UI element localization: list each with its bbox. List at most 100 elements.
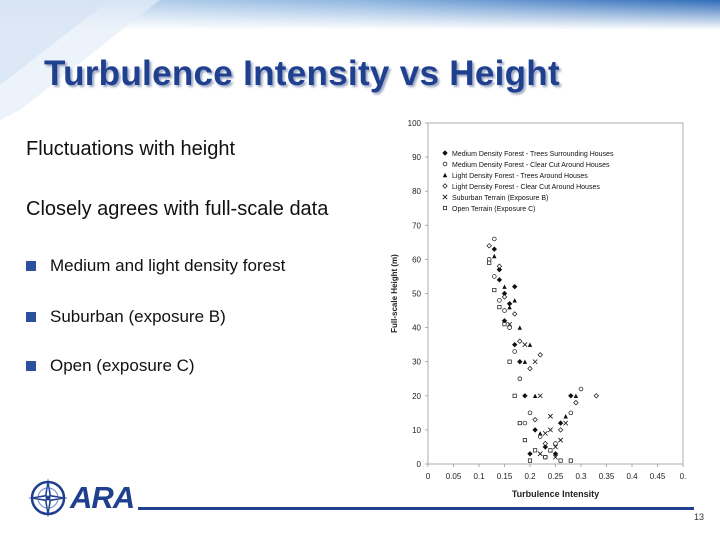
data-point xyxy=(507,359,512,364)
data-point xyxy=(563,414,568,419)
x-tick-label: 0.35 xyxy=(599,472,615,481)
data-point xyxy=(492,253,497,259)
data-point xyxy=(553,444,558,450)
data-point xyxy=(527,458,533,463)
data-point xyxy=(491,246,497,252)
x-tick-label: 0.4 xyxy=(626,472,638,481)
x-tick-label: 0.45 xyxy=(650,472,666,481)
data-point xyxy=(486,243,492,249)
body-line-2: Closely agrees with full-scale data xyxy=(26,198,329,220)
data-point xyxy=(558,458,563,463)
data-point xyxy=(537,393,543,399)
bullet-square-icon xyxy=(26,312,36,322)
data-point xyxy=(507,304,512,310)
legend-entry: Open Terrain (Exposure C) xyxy=(452,206,536,213)
footer-divider xyxy=(138,507,694,510)
x-tick-label: 0. xyxy=(680,472,687,481)
data-point xyxy=(507,325,512,330)
data-point xyxy=(542,430,548,436)
y-tick-label: 100 xyxy=(408,119,422,128)
data-point xyxy=(522,342,528,348)
data-point xyxy=(527,365,533,372)
data-point xyxy=(512,349,517,354)
data-point xyxy=(496,277,503,283)
data-point xyxy=(557,427,564,433)
x-tick-label: 0 xyxy=(426,472,431,481)
data-point xyxy=(496,266,503,273)
data-point xyxy=(517,325,522,330)
data-point xyxy=(517,359,523,365)
body-line-1: Fluctuations with height xyxy=(26,138,236,160)
legend-marker xyxy=(442,150,448,156)
data-points xyxy=(486,236,599,463)
data-point xyxy=(573,399,579,406)
data-point xyxy=(501,294,508,300)
scatter-chart: 0 10 20 30 40 50 60 70 80 90 100 0 0.05 0.1 0.15 0.2 0.… xyxy=(383,115,688,507)
legend-marker xyxy=(442,194,448,200)
data-point xyxy=(553,454,558,460)
header-band xyxy=(0,0,720,120)
data-point xyxy=(492,274,497,279)
bullet-item: Suburban (exposure B) xyxy=(26,307,226,327)
data-point xyxy=(553,441,558,446)
data-point xyxy=(542,444,548,450)
header-decoration xyxy=(0,0,720,120)
y-tick-label: 0 xyxy=(417,460,422,469)
bullet-text: Suburban (exposure B) xyxy=(50,307,226,326)
data-point xyxy=(532,427,538,433)
data-point xyxy=(532,393,538,398)
legend: Medium Density Forest - Trees Surroundin… xyxy=(442,150,614,213)
legend-entry: Light Density Forest - Trees Around Hous… xyxy=(452,173,588,180)
bullet-text: Medium and light density forest xyxy=(50,256,286,275)
y-axis: 0 10 20 30 40 50 60 70 80 90 100 xyxy=(408,119,428,469)
data-point xyxy=(593,393,599,399)
x-tick-label: 0.2 xyxy=(524,472,536,481)
data-point xyxy=(552,451,559,457)
bullet-square-icon xyxy=(26,261,36,271)
y-tick-label: 60 xyxy=(412,255,421,264)
data-point xyxy=(532,359,538,365)
y-tick-label: 90 xyxy=(412,153,421,162)
data-point xyxy=(568,458,573,463)
data-point xyxy=(492,288,497,293)
data-point xyxy=(522,393,528,399)
bullet-text: Open (exposure C) xyxy=(50,356,195,375)
x-tick-label: 0.05 xyxy=(446,472,462,481)
data-point xyxy=(512,393,517,398)
logo-text: ARA xyxy=(70,480,135,515)
data-point xyxy=(512,298,517,303)
data-point xyxy=(543,455,548,460)
data-point xyxy=(487,260,492,265)
bullet-item: Open (exposure C) xyxy=(26,356,195,376)
data-point xyxy=(492,236,497,242)
data-point xyxy=(497,305,502,310)
data-point xyxy=(517,376,523,382)
data-point xyxy=(522,359,528,364)
data-point xyxy=(527,451,533,457)
data-point xyxy=(568,410,574,416)
data-point xyxy=(517,421,522,426)
data-point xyxy=(486,257,492,262)
legend-entry: Suburban Terrain (Exposure B) xyxy=(452,195,548,202)
x-axis-title: Turbulence Intensity xyxy=(512,489,599,499)
legend-entry: Medium Density Forest - Clear Cut Around… xyxy=(452,162,610,169)
bullet-item: Medium and light density forest xyxy=(26,256,285,276)
y-axis-title: Full-scale Height (m) xyxy=(390,254,399,333)
x-tick-label: 0.3 xyxy=(575,472,587,481)
legend-marker xyxy=(442,183,448,189)
data-point xyxy=(512,283,518,290)
data-point xyxy=(502,284,507,289)
data-point xyxy=(558,437,564,443)
y-tick-label: 40 xyxy=(412,324,421,333)
legend-marker xyxy=(442,161,448,167)
data-point xyxy=(547,413,553,419)
slide-title: Turbulence Intensity vs Height xyxy=(44,54,560,93)
chart-canvas: 0 10 20 30 40 50 60 70 80 90 100 0 0.05 0.1 0.15 0.2 0.… xyxy=(390,119,687,499)
data-point xyxy=(522,420,528,426)
data-point xyxy=(517,338,523,344)
data-point xyxy=(527,410,533,416)
y-tick-label: 30 xyxy=(412,358,421,367)
data-point xyxy=(512,341,518,348)
data-point xyxy=(502,308,507,313)
legend-entry: Medium Density Forest - Trees Surroundin… xyxy=(452,151,614,158)
